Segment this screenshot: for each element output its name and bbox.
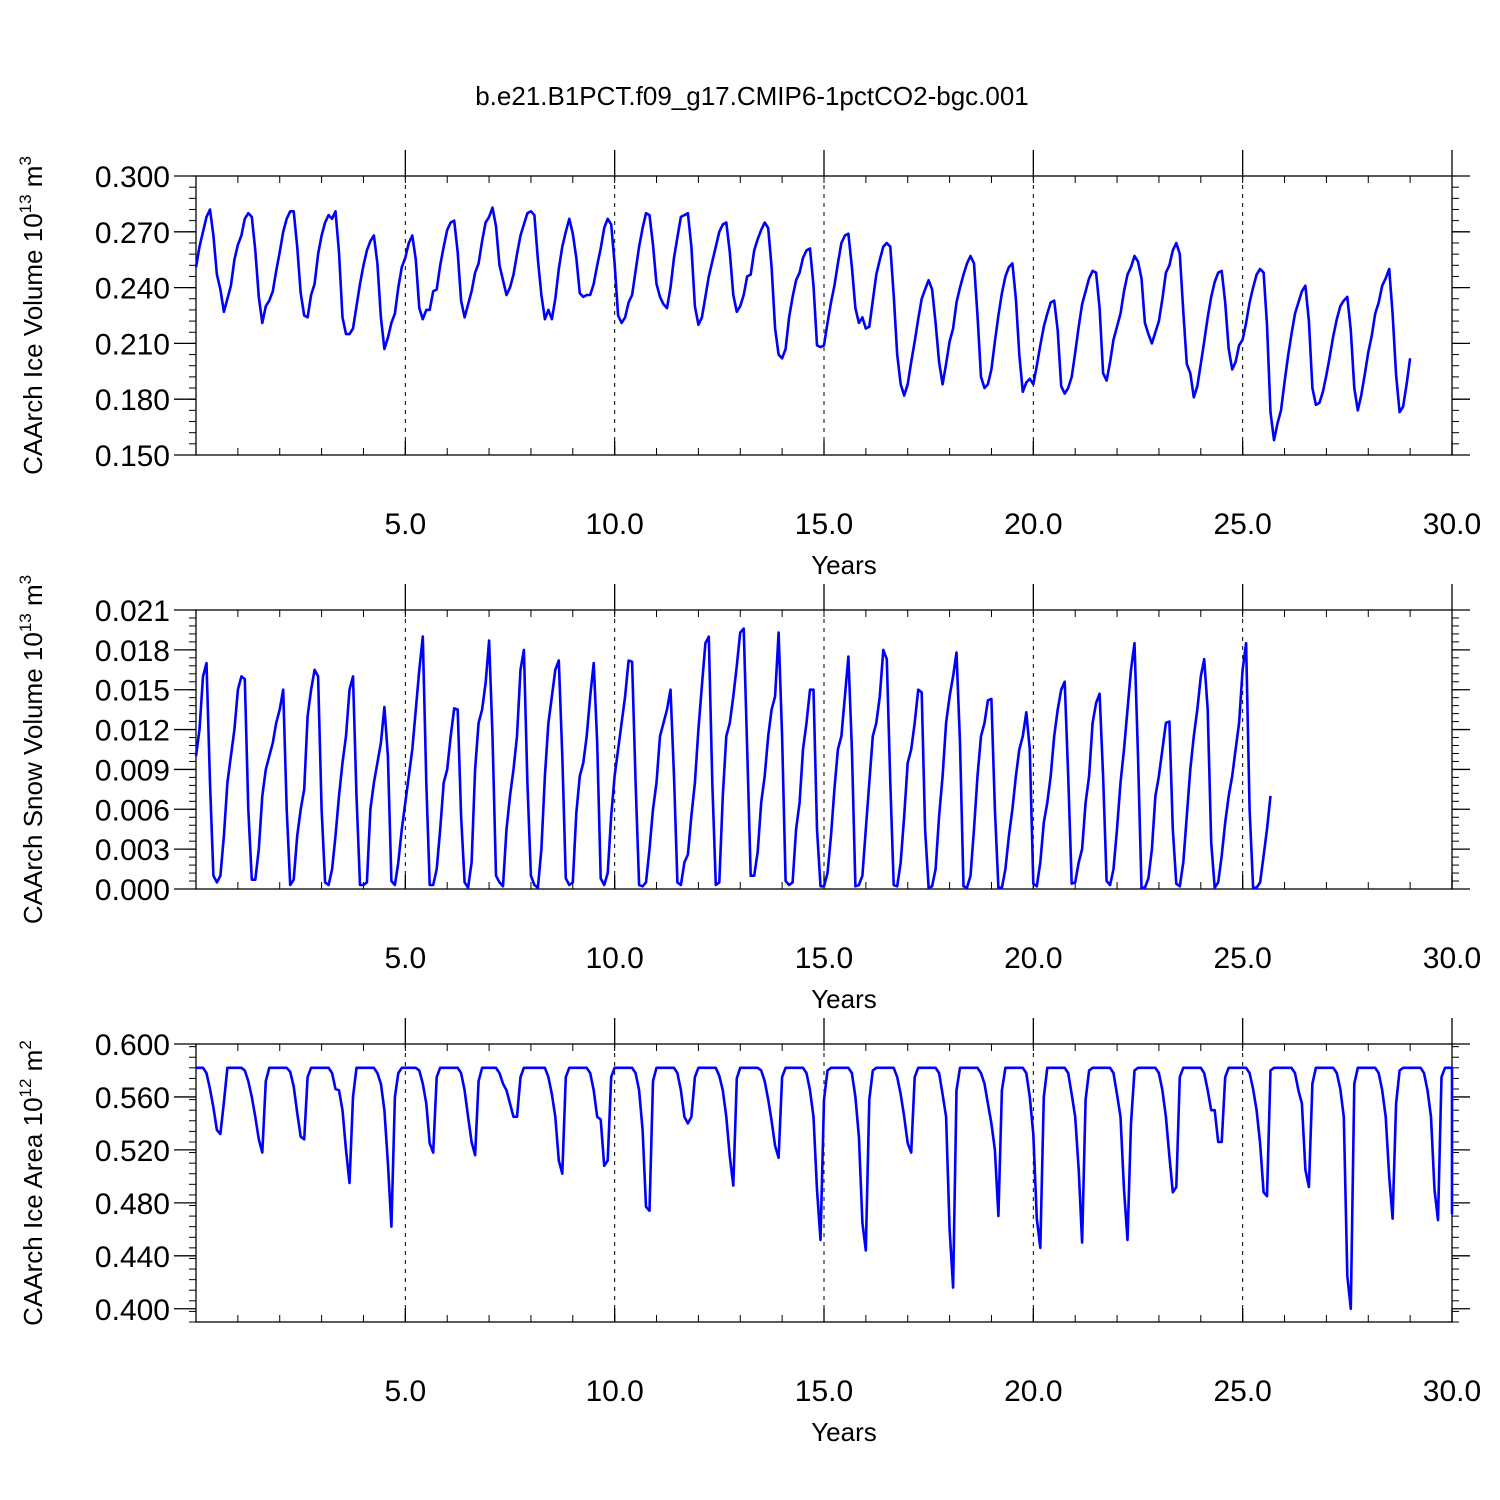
x-axis-label: Years bbox=[811, 550, 877, 580]
panel-1: 5.0 10.0 15.0 20.0 25.0 30.0 0.150 0.180 0.210 0.… bbox=[16, 150, 1481, 580]
x-tick-label: 25.0 bbox=[1213, 1375, 1271, 1408]
x-tick-label: 10.0 bbox=[585, 1375, 643, 1408]
y-axis-label: CAArch Ice Volume 1013 m3 bbox=[16, 156, 48, 475]
x-tick-label: 5.0 bbox=[384, 508, 426, 541]
y-tick-label: 0.018 bbox=[95, 635, 170, 668]
y-tick-label: 0.300 bbox=[95, 161, 170, 194]
x-tick-label: 15.0 bbox=[795, 1375, 853, 1408]
y-tick-label: 0.006 bbox=[95, 794, 170, 827]
y-tick-label: 0.240 bbox=[95, 273, 170, 306]
y-tick-label: 0.150 bbox=[95, 440, 170, 473]
y-axis-label: CAArch Ice Area 1012 m2 bbox=[16, 1040, 48, 1326]
x-axis-label: Years bbox=[811, 1417, 877, 1447]
x-tick-label: 20.0 bbox=[1004, 942, 1062, 975]
series-line bbox=[196, 1066, 1454, 1311]
x-tick-label: 5.0 bbox=[384, 1375, 426, 1408]
y-axis-label: CAArch Snow Volume 1013 m3 bbox=[16, 575, 48, 924]
x-tick-label: 20.0 bbox=[1004, 1375, 1062, 1408]
x-tick-label: 5.0 bbox=[384, 942, 426, 975]
y-tick-label: 0.210 bbox=[95, 328, 170, 361]
y-tick-label: 0.560 bbox=[95, 1082, 170, 1115]
figure-title: b.e21.B1PCT.f09_g17.CMIP6-1pctCO2-bgc.00… bbox=[475, 81, 1029, 111]
y-tick-label: 0.600 bbox=[95, 1029, 170, 1062]
x-tick-label: 15.0 bbox=[795, 942, 853, 975]
x-tick-label: 30.0 bbox=[1423, 1375, 1481, 1408]
y-tick-label: 0.520 bbox=[95, 1135, 170, 1168]
y-tick-label: 0.012 bbox=[95, 715, 170, 748]
x-tick-label: 15.0 bbox=[795, 508, 853, 541]
x-tick-label: 25.0 bbox=[1213, 508, 1271, 541]
x-tick-label: 30.0 bbox=[1423, 942, 1481, 975]
y-tick-label: 0.440 bbox=[95, 1241, 170, 1274]
panel-3: 5.0 10.0 15.0 20.0 25.0 30.0 0.400 0.440 0.480 0.… bbox=[16, 1018, 1481, 1447]
x-tick-label: 25.0 bbox=[1213, 942, 1271, 975]
x-tick-label: 10.0 bbox=[585, 508, 643, 541]
y-tick-label: 0.015 bbox=[95, 675, 170, 708]
x-tick-label: 10.0 bbox=[585, 942, 643, 975]
y-tick-label: 0.270 bbox=[95, 217, 170, 250]
series-line bbox=[194, 627, 1272, 890]
x-axis-label: Years bbox=[811, 984, 877, 1014]
y-tick-label: 0.009 bbox=[95, 754, 170, 787]
y-tick-label: 0.400 bbox=[95, 1294, 170, 1327]
x-tick-label: 30.0 bbox=[1423, 508, 1481, 541]
panel-2: 5.0 10.0 15.0 20.0 25.0 30.0 0.000 0.003 0.006 0.… bbox=[16, 575, 1481, 1014]
y-tick-label: 0.480 bbox=[95, 1188, 170, 1221]
series-line bbox=[194, 206, 1412, 442]
y-tick-label: 0.180 bbox=[95, 384, 170, 417]
y-tick-label: 0.021 bbox=[95, 595, 170, 628]
y-tick-label: 0.000 bbox=[95, 874, 170, 907]
x-tick-label: 20.0 bbox=[1004, 508, 1062, 541]
y-tick-label: 0.003 bbox=[95, 834, 170, 867]
